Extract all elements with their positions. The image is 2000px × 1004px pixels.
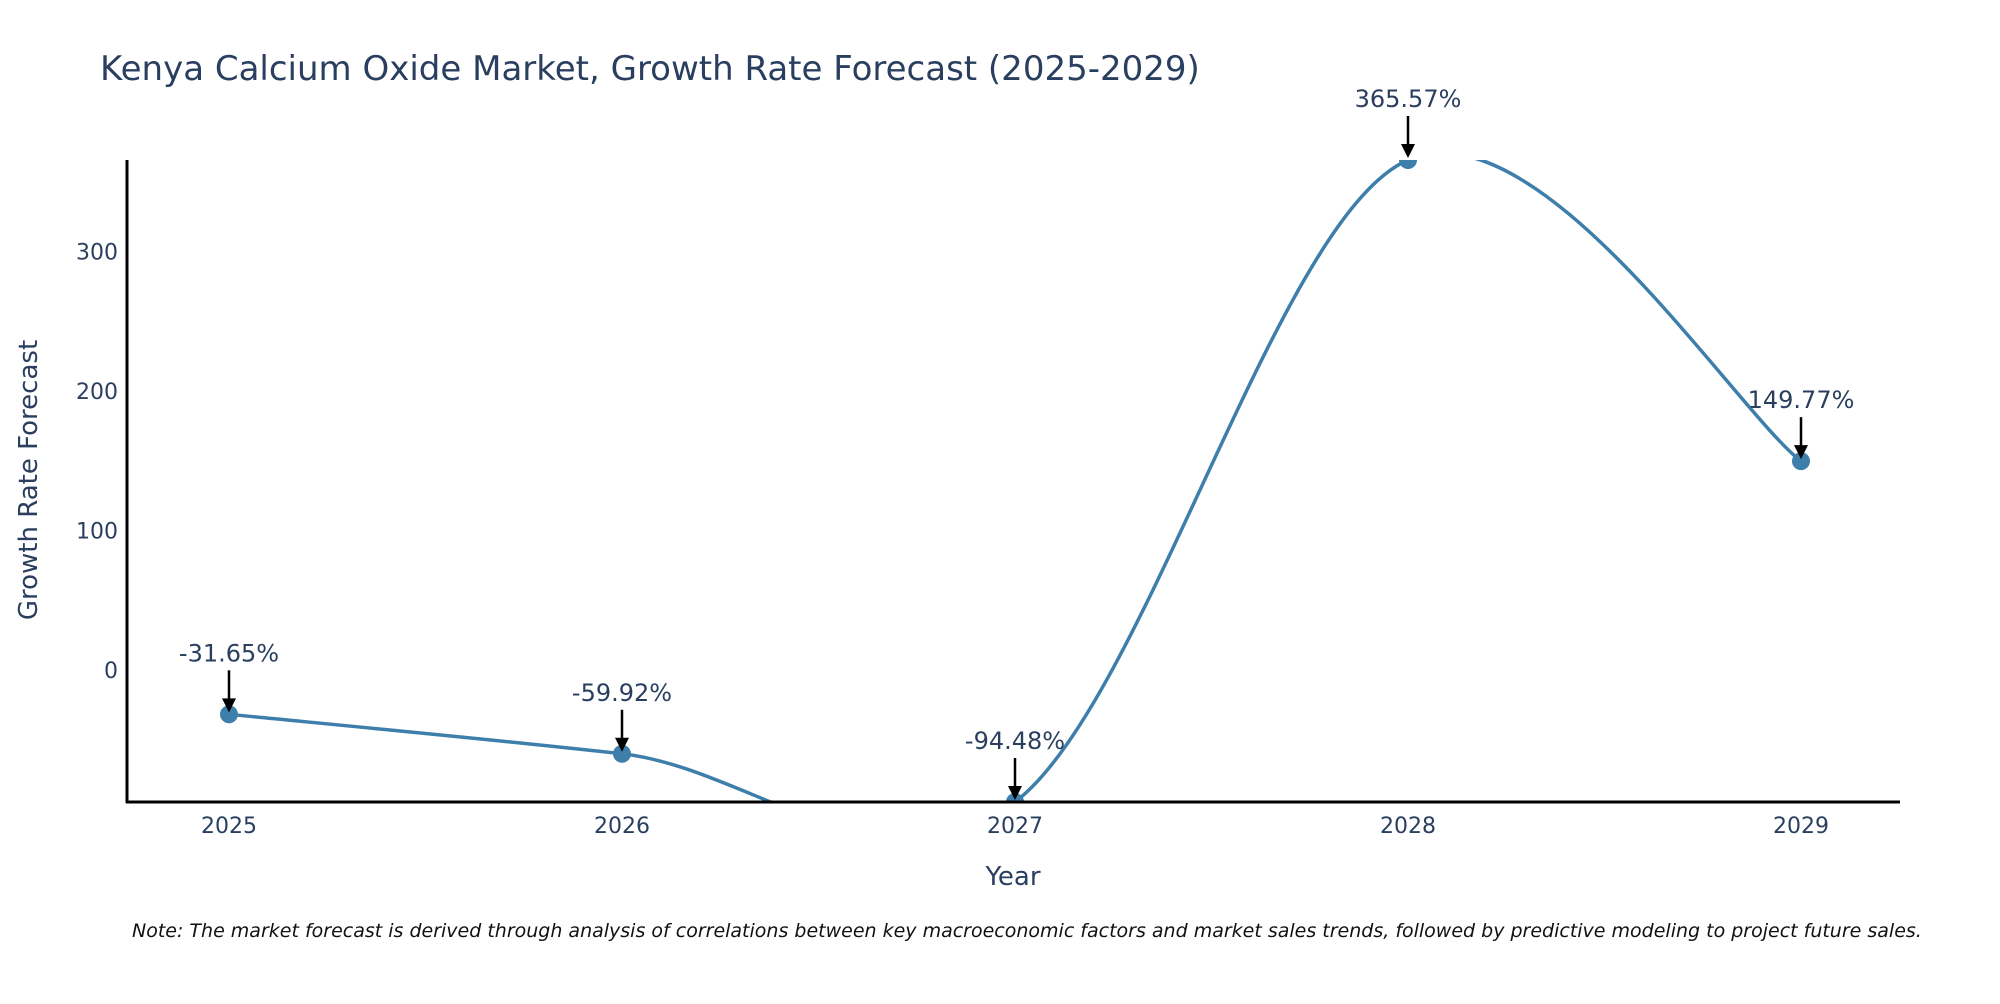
annotation-arrow-head	[1008, 786, 1022, 800]
data-point-2029[interactable]	[1792, 452, 1810, 471]
data-label: -94.48%	[965, 727, 1065, 755]
annotation-arrow-head	[1794, 445, 1808, 460]
x-tick-label: 2026	[594, 814, 650, 839]
data-label: -59.92%	[572, 679, 672, 707]
y-tick-label: 100	[76, 520, 118, 545]
y-tick-label: 200	[76, 380, 118, 405]
x-tick-label: 2025	[201, 814, 257, 839]
data-label: -31.65%	[179, 639, 279, 667]
y-tick-label: 300	[76, 241, 118, 266]
footnote: Note: The market forecast is derived thr…	[132, 920, 1922, 942]
data-point-2028[interactable]	[1399, 151, 1417, 169]
annotation-arrow-head	[222, 698, 236, 713]
chart-title: Kenya Calcium Oxide Market, Growth Rate …	[100, 49, 1200, 89]
data-label: 149.77%	[1748, 386, 1855, 414]
y-tick-label: 0	[104, 659, 118, 684]
x-tick-label: 2027	[987, 814, 1043, 839]
annotation-arrow-head	[615, 737, 629, 752]
series-line	[228, 160, 1803, 802]
data-point-2026[interactable]	[613, 744, 631, 763]
y-axis-title: Growth Rate Forecast	[14, 340, 44, 620]
x-tick-label: 2029	[1773, 814, 1829, 839]
x-tick-label: 2028	[1380, 814, 1436, 839]
x-axis-title: Year	[984, 862, 1040, 892]
annotation-arrow-head	[1401, 144, 1415, 158]
data-point-2025[interactable]	[220, 705, 238, 724]
data-label: 365.57%	[1355, 85, 1462, 113]
